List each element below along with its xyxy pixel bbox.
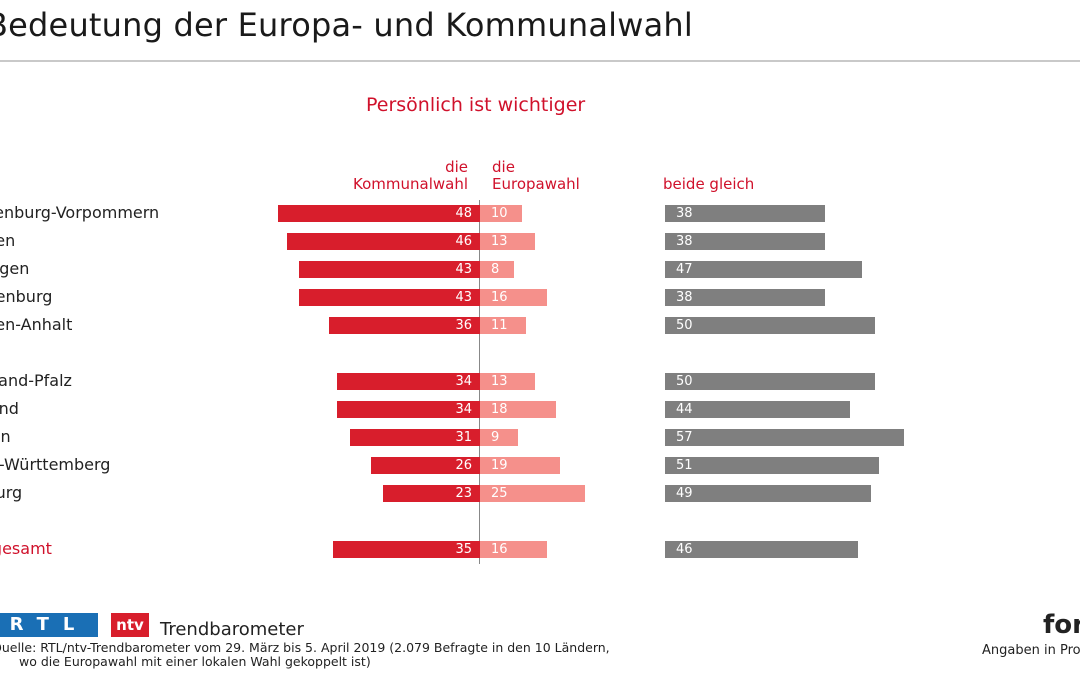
value-gleich-sachsen: 38 [676,234,693,249]
value-kommunal-thueringen: 43 [455,262,472,277]
value-kommunal-brandenburg: 43 [455,290,472,305]
bar-europa-hamburg [480,485,585,502]
bar-europa-brandenburg [480,289,548,306]
value-kommunal-sachsen: 46 [455,234,472,249]
value-gleich-hamburg: 49 [676,486,693,501]
header-beide-gleich: beide gleich [663,175,755,193]
bar-kommunal-bremen [349,429,480,446]
header-europawahl-line1: die [492,158,515,176]
value-kommunal-mecklenburg-vorpommern: 48 [455,206,472,221]
value-europa-hamburg: 25 [491,486,508,501]
value-europa-insgesamt: 16 [491,542,508,557]
chart-subtitle: Persönlich ist wichtiger [366,94,586,116]
bar-europa-bremen [480,429,518,446]
value-kommunal-hamburg: 23 [455,486,472,501]
ntv-logo-icon: ntv [111,613,149,637]
forsa-logo: forsa [1043,610,1080,640]
value-europa-rheinland-pfalz: 13 [491,374,508,389]
value-kommunal-rheinland-pfalz: 34 [455,374,472,389]
value-gleich-mecklenburg-vorpommern: 38 [676,206,693,221]
value-gleich-thueringen: 47 [676,262,693,277]
value-gleich-insgesamt: 46 [676,542,693,557]
header-kommunalwahl-line1: die [445,158,468,176]
value-kommunal-sachsen-anhalt: 36 [455,318,472,333]
value-gleich-rheinland-pfalz: 50 [676,374,693,389]
bar-kommunal-insgesamt [333,541,480,558]
bar-europa-thueringen [480,261,514,278]
row-label-mecklenburg-vorpommern: Mecklenburg-Vorpommern [0,203,160,222]
row-label-insgesamt: insgesamt [0,539,52,558]
source-footnote-line1: Quelle: RTL/ntv-Trendbarometer vom 29. M… [0,640,610,655]
value-europa-sachsen: 13 [491,234,508,249]
bar-gleich-insgesamt [665,541,859,558]
bar-europa-rheinland-pfalz [480,373,535,390]
bar-gleich-brandenburg [665,289,825,306]
value-europa-mecklenburg-vorpommern: 10 [491,206,508,221]
value-europa-bremen: 9 [491,430,500,445]
value-europa-baden-wuerttemberg: 19 [491,458,508,473]
value-europa-sachsen-anhalt: 11 [491,318,508,333]
value-europa-saarland: 18 [491,402,508,417]
bar-europa-saarland [480,401,556,418]
bar-kommunal-thueringen [299,261,480,278]
bar-kommunal-sachsen-anhalt [328,317,480,334]
bar-europa-sachsen [480,233,535,250]
bar-gleich-hamburg [665,485,871,502]
value-gleich-baden-wuerttemberg: 51 [676,458,693,473]
value-gleich-bremen: 57 [676,430,693,445]
value-gleich-sachsen-anhalt: 50 [676,318,693,333]
source-footnote-line2: wo die Europawahl mit einer lokalen Wahl… [19,654,371,669]
bar-gleich-sachsen-anhalt [665,317,875,334]
row-label-saarland: Saarland [0,399,19,418]
value-gleich-brandenburg: 38 [676,290,693,305]
bar-gleich-mecklenburg-vorpommern [665,205,825,222]
bar-kommunal-saarland [337,401,480,418]
bar-gleich-baden-wuerttemberg [665,457,880,474]
bar-kommunal-hamburg [383,485,480,502]
row-label-bremen: Bremen [0,427,11,446]
row-label-baden-wuerttemberg: Baden-Württemberg [0,455,111,474]
bar-kommunal-mecklenburg-vorpommern [278,205,480,222]
rtl-logo-icon: RTL [0,613,98,637]
bar-gleich-saarland [665,401,850,418]
value-europa-brandenburg: 16 [491,290,508,305]
header-kommunalwahl-line2: Kommunalwahl [353,175,468,193]
header-europawahl-line2: Europawahl [492,175,580,193]
bar-europa-baden-wuerttemberg [480,457,560,474]
bar-europa-insgesamt [480,541,548,558]
bar-gleich-sachsen [665,233,825,250]
row-label-sachsen: Sachsen [0,231,16,250]
value-kommunal-saarland: 34 [455,402,472,417]
row-label-rheinland-pfalz: Rheinland-Pfalz [0,371,72,390]
trendbarometer-label: Trendbarometer [160,619,304,640]
bar-kommunal-baden-wuerttemberg [370,457,480,474]
value-kommunal-insgesamt: 35 [455,542,472,557]
value-kommunal-bremen: 31 [455,430,472,445]
value-kommunal-baden-wuerttemberg: 26 [455,458,472,473]
header-europawahl: die Europawahl [492,159,580,193]
bar-kommunal-sachsen [286,233,480,250]
bar-kommunal-brandenburg [299,289,480,306]
units-note: Angaben in Prozent [982,643,1080,658]
bar-gleich-bremen [665,429,905,446]
page-title: Bedeutung der Europa- und Kommunalwahl [0,6,693,44]
bar-europa-mecklenburg-vorpommern [480,205,522,222]
row-label-thueringen: Thüringen [0,259,30,278]
bar-kommunal-rheinland-pfalz [337,373,480,390]
title-divider [0,60,1080,62]
row-label-hamburg: Hamburg [0,483,23,502]
bar-gleich-rheinland-pfalz [665,373,875,390]
header-kommunalwahl: die Kommunalwahl [353,159,468,193]
row-label-sachsen-anhalt: Sachsen-Anhalt [0,315,73,334]
value-gleich-saarland: 44 [676,402,693,417]
row-label-brandenburg: Brandenburg [0,287,53,306]
bar-gleich-thueringen [665,261,863,278]
bar-europa-sachsen-anhalt [480,317,527,334]
value-europa-thueringen: 8 [491,262,500,277]
